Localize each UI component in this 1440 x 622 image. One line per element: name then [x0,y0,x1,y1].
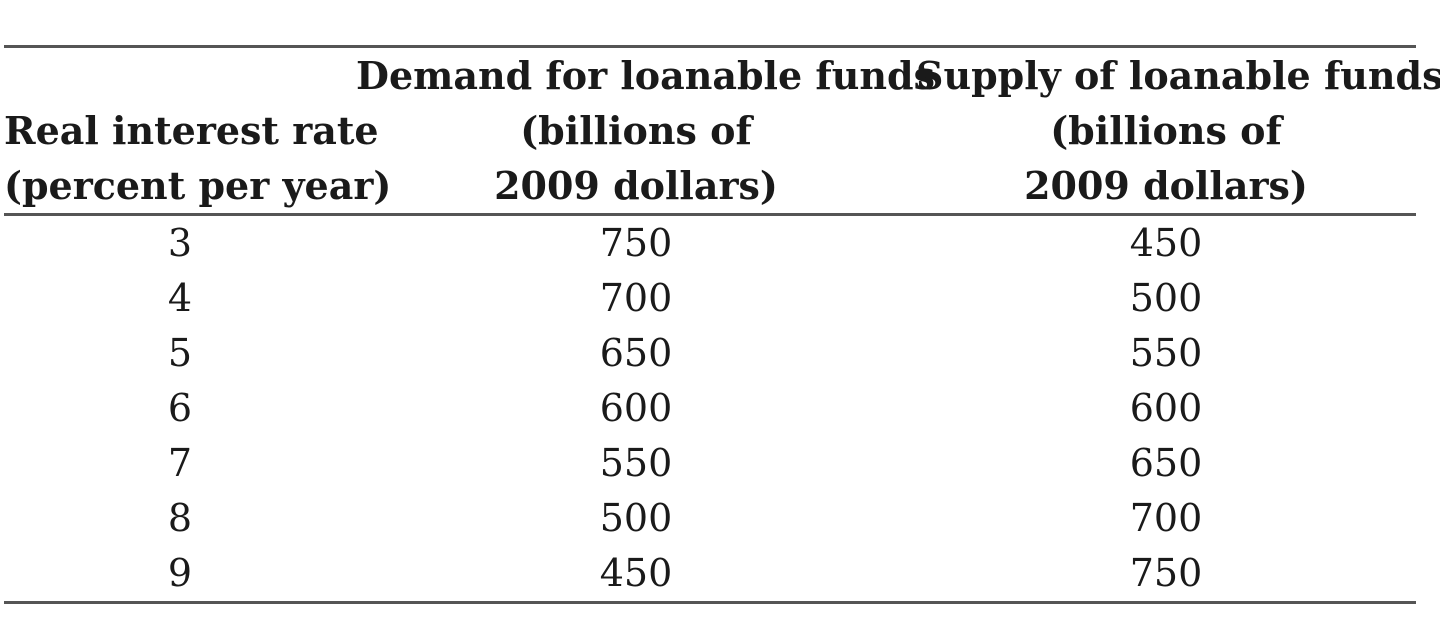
demand-cell: 600 [599,386,673,430]
header-rate-line-2: Real interest rate [4,108,379,153]
table-row: 9 450 750 [4,546,1416,604]
rate-cell: 6 [167,386,193,430]
table-row: 5 650 550 [4,326,1416,381]
demand-cell: 450 [356,546,916,604]
header-supply-line-1: Supply of loanable funds [916,45,1440,103]
loanable-funds-table: Demand for loanable funds Supply of loan… [4,45,1440,604]
header-supply-line-2: (billions of [1050,108,1282,153]
header-rate-line-1 [4,45,356,103]
table-row: 3 750 450 [4,215,1416,272]
table-row: 8 500 700 [4,491,1416,546]
rate-cell: 3 [167,221,193,265]
table-header: Demand for loanable funds Supply of loan… [4,45,1440,216]
demand-cell: 700 [599,276,673,320]
table-row: 4 700 500 [4,271,1416,326]
rate-cell: 7 [167,441,193,485]
demand-cell: 550 [599,441,673,485]
rate-cell: 8 [167,496,193,540]
supply-cell: 600 [1129,386,1203,430]
supply-cell: 500 [1129,276,1203,320]
table-row: 7 550 650 [4,436,1416,491]
header-supply-line-3: 2009 dollars) [916,158,1416,216]
header-demand-line-2: (billions of [520,108,752,153]
supply-cell: 750 [916,546,1416,604]
table-body: 3 750 450 4 700 500 5 650 550 6 600 600 … [4,215,1416,604]
table-row: 6 600 600 [4,381,1416,436]
rate-cell: 4 [167,276,193,320]
supply-cell: 450 [1129,221,1203,265]
supply-cell: 550 [1129,331,1203,375]
supply-cell: 650 [1129,441,1203,485]
rate-cell: 9 [4,546,356,604]
loanable-funds-table-container: Demand for loanable funds Supply of loan… [4,45,1440,604]
demand-cell: 650 [599,331,673,375]
rate-cell: 5 [167,331,193,375]
demand-cell: 500 [599,496,673,540]
header-demand-line-1: Demand for loanable funds [356,45,935,103]
header-demand-line-3: 2009 dollars) [356,158,916,216]
supply-cell: 700 [1129,496,1203,540]
header-rate-line-3: (percent per year) [4,158,391,216]
demand-cell: 750 [599,221,673,265]
